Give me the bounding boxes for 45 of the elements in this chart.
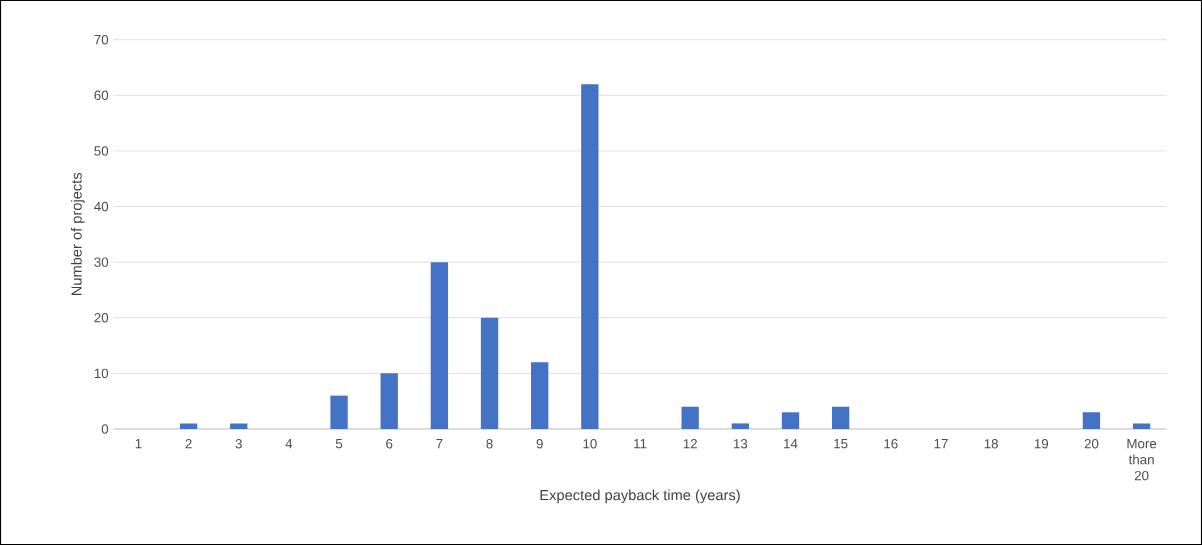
x-tick-label: 19 — [1034, 439, 1049, 449]
bar — [1132, 423, 1151, 429]
bar — [531, 362, 549, 429]
bar — [179, 423, 198, 429]
bar — [1082, 412, 1101, 429]
x-tick-label: 9 — [536, 439, 543, 449]
bar — [581, 84, 599, 429]
y-tick-label: 10 — [94, 368, 109, 379]
x-tick-label: 10 — [583, 439, 597, 449]
x-tick-label: More than 20 — [1127, 439, 1157, 481]
bar — [430, 262, 449, 429]
x-tick-label: 4 — [285, 439, 293, 449]
y-tick-label: 0 — [101, 424, 109, 434]
y-axis-title: Number of projects — [70, 172, 85, 296]
x-tick-label: 16 — [884, 439, 898, 449]
x-tick-label: 11 — [634, 439, 647, 449]
y-tick-label: 20 — [94, 313, 109, 323]
bar — [781, 412, 800, 429]
y-tick-label: 60 — [94, 90, 109, 100]
x-tick-label: 1 — [135, 439, 142, 449]
x-tick-label: 20 — [1084, 439, 1099, 449]
bar — [681, 406, 699, 429]
bar — [731, 423, 749, 429]
x-tick-label: 14 — [784, 439, 798, 449]
x-tick-label: 13 — [733, 439, 748, 449]
x-axis-title: Expected payback time (years) — [540, 489, 740, 504]
x-tick-label: 6 — [386, 439, 393, 449]
x-tick-label: 3 — [235, 439, 242, 449]
x-tick-label: 2 — [185, 439, 192, 449]
y-tick-label: 30 — [94, 257, 109, 267]
x-tick-label: 7 — [436, 439, 443, 449]
bar — [230, 423, 248, 429]
x-tick-label: 12 — [683, 439, 697, 449]
y-tick-label: 40 — [94, 201, 109, 212]
bar — [480, 317, 499, 429]
bar — [380, 373, 398, 429]
bar — [831, 406, 850, 429]
y-tick-label: 50 — [94, 146, 109, 156]
x-tick-label: 8 — [486, 439, 493, 449]
x-tick-label: 15 — [834, 439, 848, 449]
x-tick-label: 18 — [984, 439, 998, 449]
x-tick-label: 17 — [934, 439, 948, 449]
x-tick-label: 5 — [335, 439, 343, 449]
bar — [330, 395, 348, 429]
y-tick-label: 70 — [94, 34, 109, 45]
